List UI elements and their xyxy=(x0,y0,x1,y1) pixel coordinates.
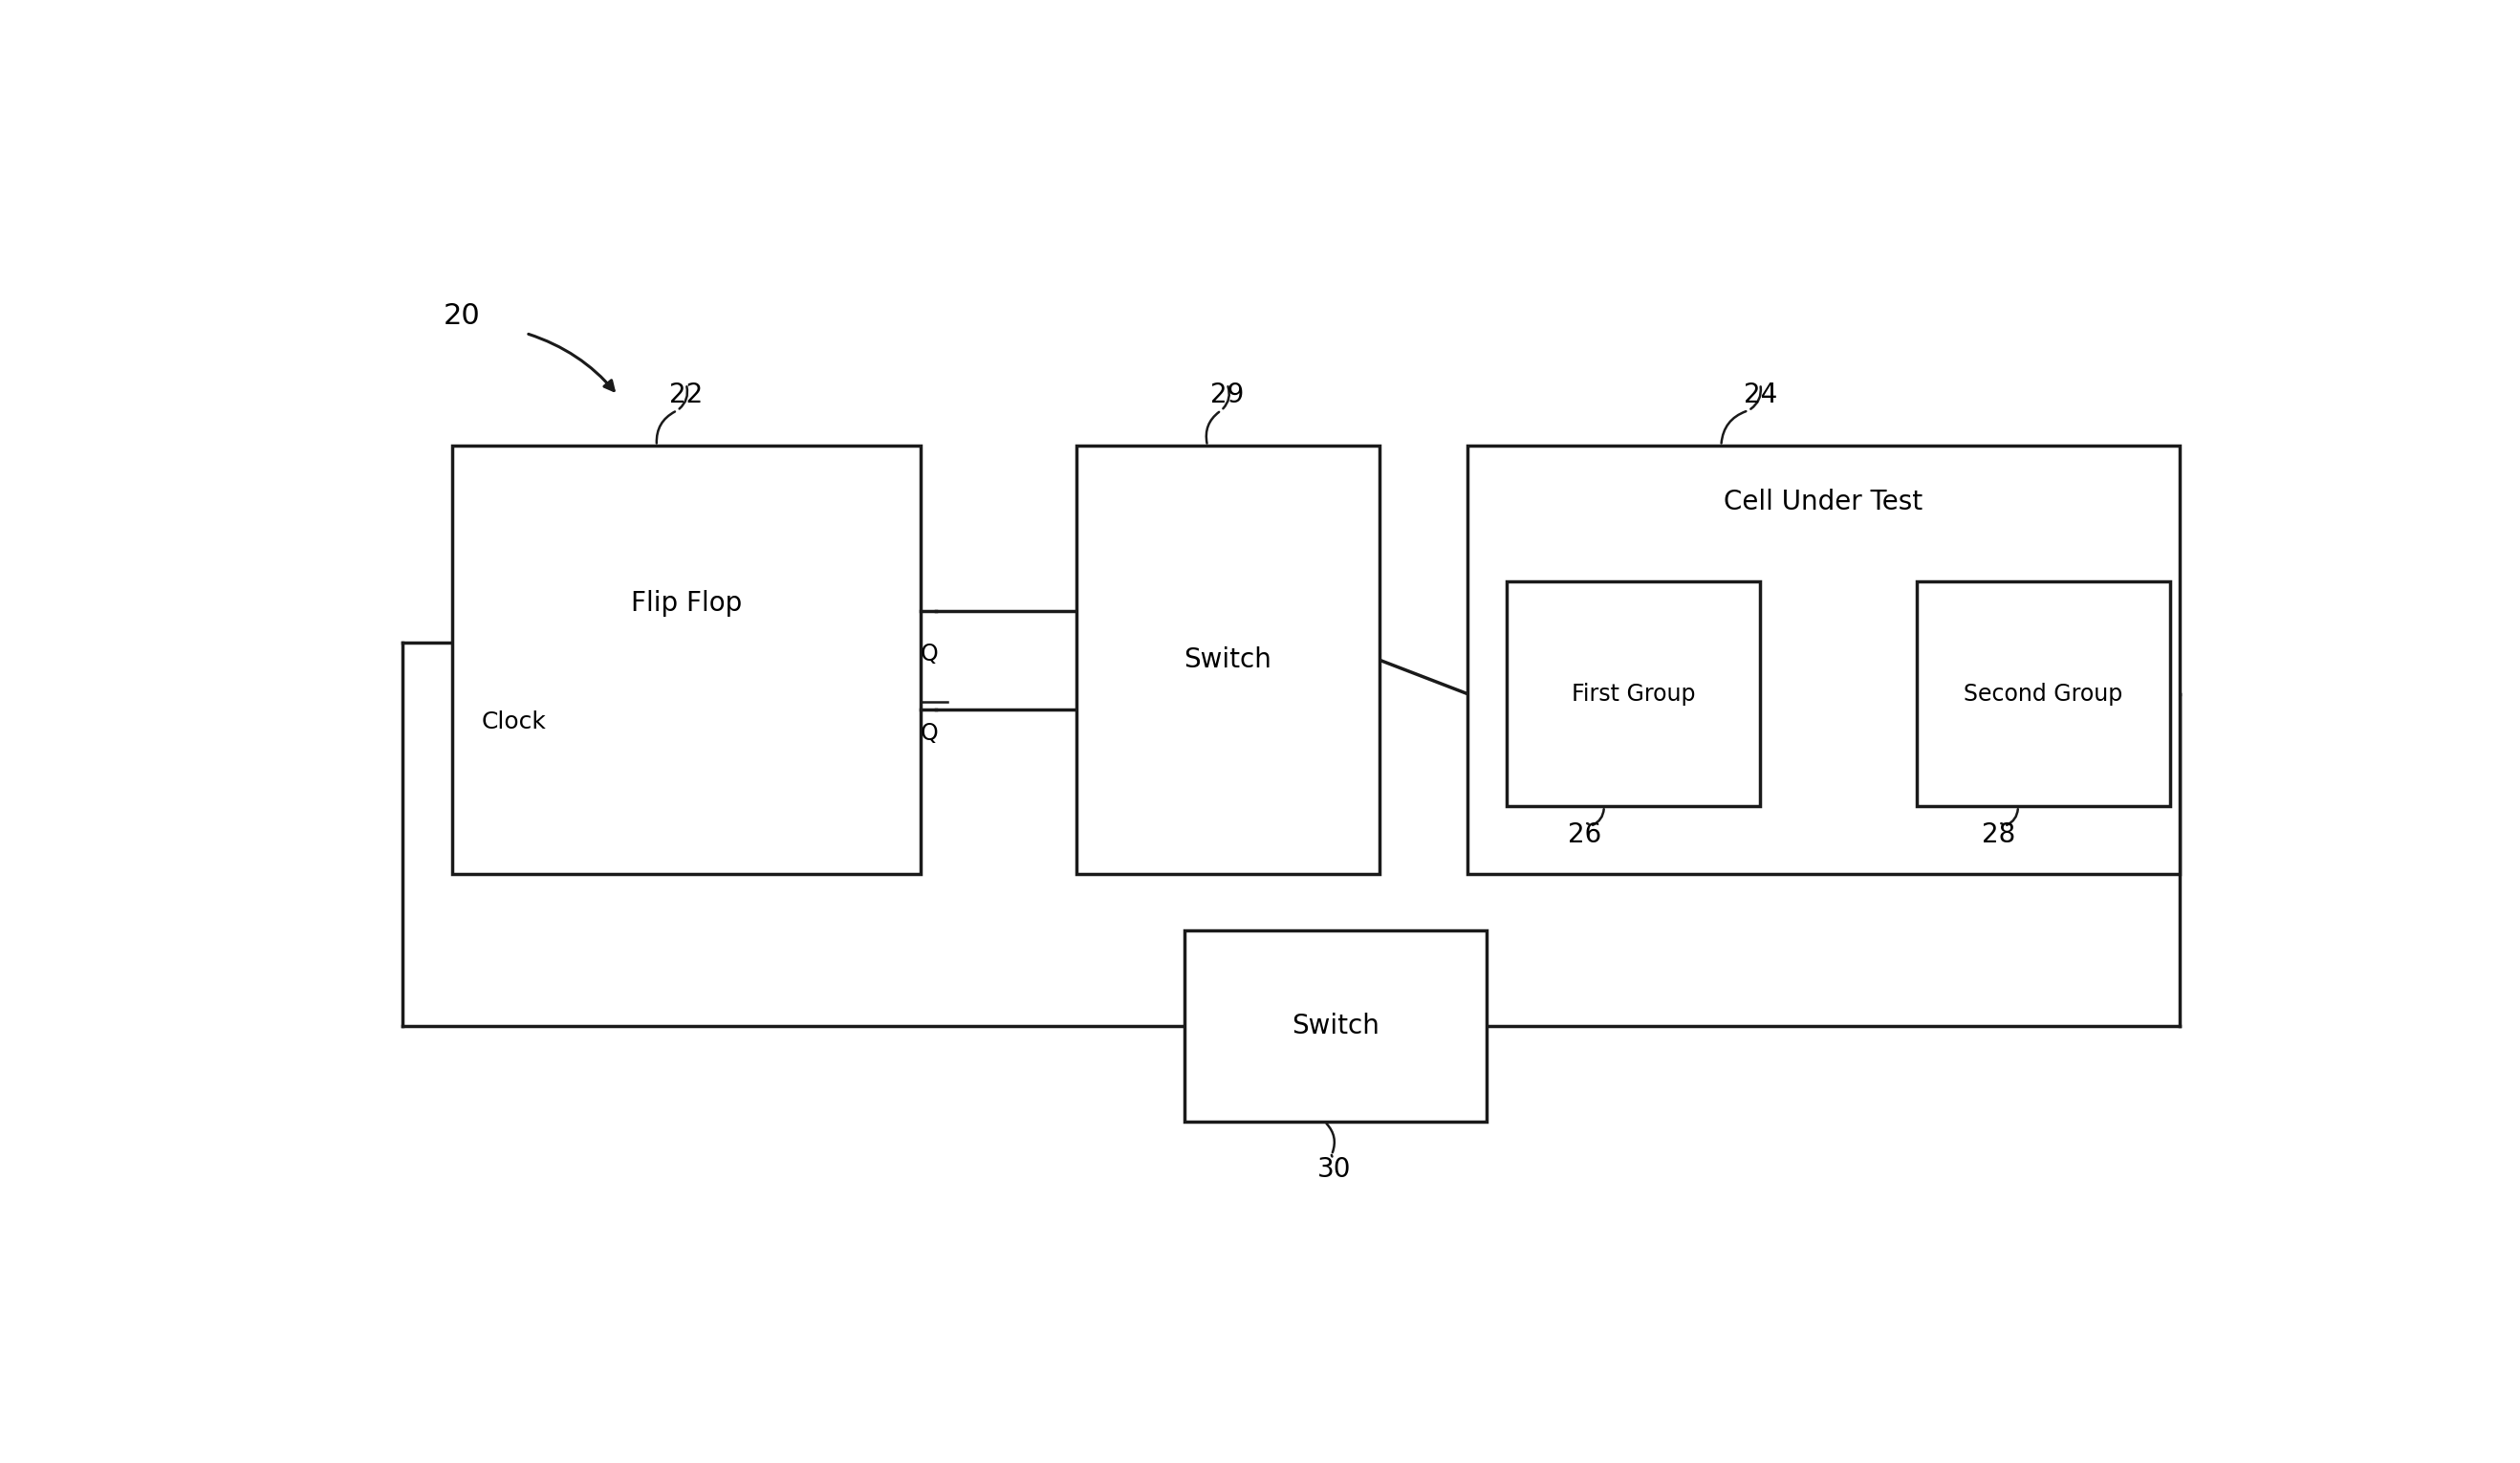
Text: Cell Under Test: Cell Under Test xyxy=(1724,489,1923,515)
Text: 29: 29 xyxy=(1210,382,1245,408)
Text: Clock: Clock xyxy=(481,711,547,733)
Text: 24: 24 xyxy=(1744,382,1777,408)
Text: 30: 30 xyxy=(1318,1156,1351,1182)
Bar xyxy=(1915,581,2170,806)
Bar xyxy=(1076,446,1378,873)
Text: Switch: Switch xyxy=(1184,647,1273,673)
Text: 22: 22 xyxy=(670,382,703,408)
Bar xyxy=(451,446,920,873)
Text: 26: 26 xyxy=(1567,821,1600,849)
Text: 20: 20 xyxy=(444,303,479,331)
Text: Q: Q xyxy=(920,642,937,666)
Text: First Group: First Group xyxy=(1572,682,1696,705)
Text: Q: Q xyxy=(920,721,937,745)
Bar xyxy=(1184,930,1487,1122)
Text: Second Group: Second Group xyxy=(1963,682,2122,705)
Text: Flip Flop: Flip Flop xyxy=(630,590,741,617)
Text: 28: 28 xyxy=(1981,821,2016,849)
Bar xyxy=(1507,581,1759,806)
Text: Switch: Switch xyxy=(1293,1012,1378,1040)
Bar xyxy=(1467,446,2180,873)
